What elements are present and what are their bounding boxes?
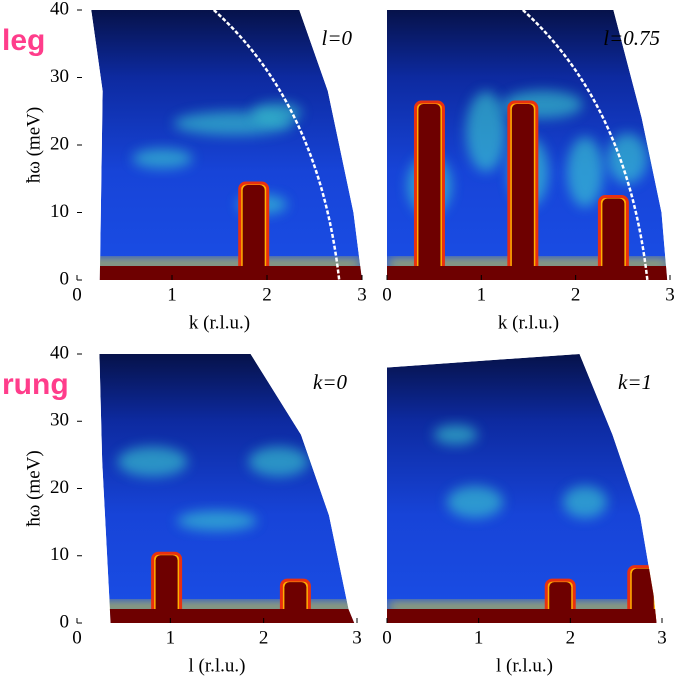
intensity-blob [177,510,257,531]
panel-annotation: k=0 [313,370,347,394]
panel-annotation: k=1 [618,370,652,394]
x-axis-label: l (r.l.u.) [496,655,553,676]
y-tick-label: 40 [50,342,69,363]
peak-core [631,568,654,623]
x-tick-label: 3 [352,627,362,648]
x-tick-label: 3 [665,284,675,305]
x-tick-label: 0 [72,284,82,305]
y-tick-label: 10 [50,544,69,565]
intensity-blob [567,137,604,207]
x-tick-label: 0 [382,627,392,648]
panel-label: leg [2,24,45,57]
y-tick-label: 40 [50,0,69,19]
y-tick-label: 0 [60,268,70,289]
x-tick-label: 1 [166,627,176,648]
x-tick-label: 0 [382,284,392,305]
x-tick-label: 3 [657,627,667,648]
x-tick-label: 0 [72,627,82,648]
intensity-blob [132,148,193,169]
intensity-blob [563,485,607,518]
heatmap-background [387,354,657,623]
y-tick-label: 20 [50,133,69,154]
x-axis-label: k (r.l.u.) [498,312,559,333]
peak-core [602,198,625,280]
intensity-blob [251,102,302,123]
x-axis-label: l (r.l.u.) [189,655,246,676]
x-axis-label: k (r.l.u.) [189,312,250,333]
x-tick-label: 2 [566,627,576,648]
x-tick-label: 1 [474,627,484,648]
intensity-blob [447,485,503,518]
low-energy-edge [91,260,362,268]
heatmap-background [91,10,362,280]
dispersion-curve [522,10,649,280]
x-tick-label: 3 [357,284,367,305]
elastic-band [387,609,657,623]
peak-core [511,104,534,280]
heatmap-panel [91,10,362,280]
y-axis-label: ħω (meV) [23,450,44,526]
panel-annotation: l=0 [321,26,352,50]
dispersion-curve [212,10,341,280]
intensity-blob [248,446,309,477]
panel-annotation: l=0.75 [603,26,660,50]
heatmap-image [91,10,362,280]
x-tick-label: 2 [262,284,272,305]
elastic-band [91,266,362,280]
peak-core [549,582,572,623]
x-tick-label: 1 [167,284,177,305]
y-tick-label: 10 [50,201,69,222]
low-energy-edge [99,603,355,611]
intensity-blob [607,133,648,184]
heatmap-panel [387,10,668,280]
heatmap-panel [99,354,355,623]
intensity-blob [466,91,507,172]
heatmap-background [99,354,355,623]
heatmap-image [387,10,668,280]
x-tick-label: 2 [259,627,269,648]
y-axis-label: ħω (meV) [23,107,44,183]
panel-label: rung [2,368,69,401]
y-tick-label: 0 [60,611,70,632]
low-energy-edge [387,603,657,611]
y-tick-label: 30 [50,66,69,87]
peak-core [242,185,265,280]
heatmap-image [387,354,657,623]
peak-core [155,555,178,623]
y-tick-label: 20 [50,477,69,498]
intensity-blob [433,424,478,445]
heatmap-panel [387,354,657,623]
x-tick-label: 2 [571,284,581,305]
intensity-blob [117,446,188,477]
x-tick-label: 1 [477,284,487,305]
y-tick-label: 30 [50,410,69,431]
peak-core [284,582,307,623]
elastic-band [99,609,355,623]
peak-core [418,104,441,280]
heatmap-image [99,354,355,623]
